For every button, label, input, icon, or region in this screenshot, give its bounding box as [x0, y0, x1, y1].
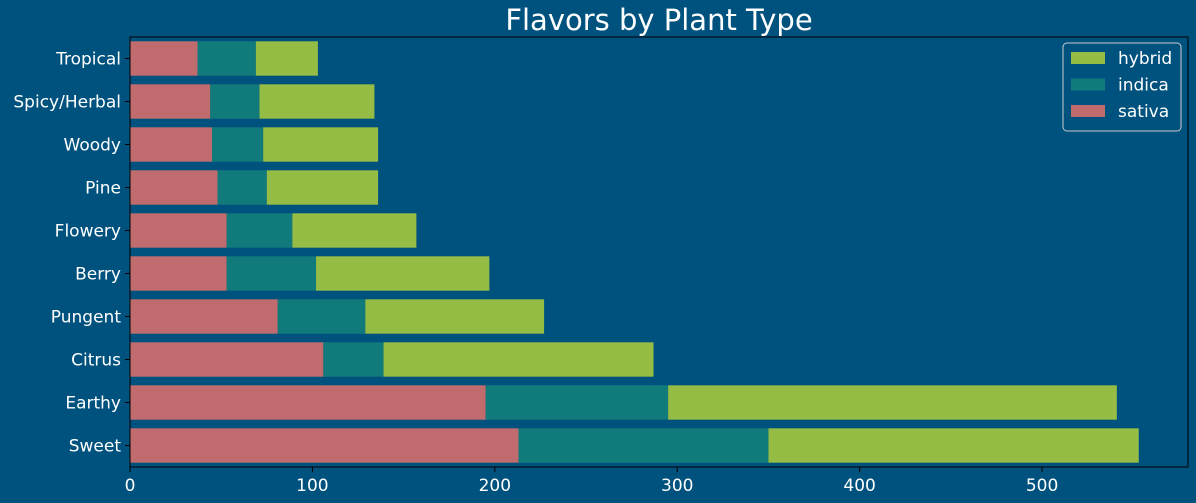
- bar-sativa-9: [130, 428, 519, 463]
- bar-hybrid-6: [365, 299, 545, 334]
- bar-sativa-5: [130, 256, 227, 291]
- plot-frame: [129, 36, 1189, 468]
- bar-indica-2: [212, 127, 264, 162]
- bar-sativa-6: [130, 299, 278, 334]
- x-axis: 0 100 200 300 400 500: [125, 467, 1058, 496]
- chart-title: Flavors by Plant Type: [505, 3, 812, 37]
- bar-indica-1: [210, 84, 260, 119]
- legend-swatch-sativa: [1071, 105, 1105, 117]
- y-axis: Tropical Spicy/Herbal Woody Pine Flowery Berr…: [13, 50, 130, 457]
- bar-hybrid-5: [316, 256, 490, 291]
- bar-indica-3: [217, 170, 267, 205]
- x-tick-label: 100: [296, 476, 328, 496]
- bar-sativa-3: [130, 170, 218, 205]
- x-tick-label: 300: [661, 476, 693, 496]
- legend-label-hybrid: hybrid: [1118, 49, 1172, 69]
- y-tick-label: Pine: [85, 179, 121, 199]
- y-tick-label: Citrus: [71, 351, 121, 371]
- bar-sativa-7: [130, 342, 324, 377]
- y-tick-label: Spicy/Herbal: [13, 93, 121, 113]
- y-tick-label: Berry: [75, 265, 121, 285]
- bar-indica-5: [226, 256, 317, 291]
- bar-hybrid-4: [292, 213, 417, 248]
- bar-hybrid-1: [259, 84, 375, 119]
- bar-sativa-4: [130, 213, 227, 248]
- bar-hybrid-0: [255, 41, 318, 76]
- y-tick-label: Pungent: [51, 308, 122, 328]
- y-tick-label: Earthy: [65, 394, 121, 414]
- x-tick-label: 200: [479, 476, 511, 496]
- legend-label-indica: indica: [1118, 76, 1169, 96]
- legend-label-sativa: sativa: [1118, 102, 1169, 122]
- bar-indica-6: [277, 299, 366, 334]
- bar-indica-8: [485, 385, 669, 420]
- bar-indica-9: [518, 428, 769, 463]
- bar-hybrid-3: [266, 170, 379, 205]
- bar-sativa-8: [130, 385, 486, 420]
- bar-indica-0: [197, 41, 256, 76]
- bar-sativa-2: [130, 127, 213, 162]
- bar-sativa-0: [130, 41, 198, 76]
- bars-layer: [130, 41, 1139, 463]
- y-tick-label: Sweet: [69, 437, 122, 457]
- bar-hybrid-2: [263, 127, 379, 162]
- x-tick-label: 500: [1026, 476, 1058, 496]
- bar-hybrid-7: [383, 342, 654, 377]
- legend-swatch-hybrid: [1071, 52, 1105, 64]
- bar-indica-4: [226, 213, 293, 248]
- x-tick-label: 400: [843, 476, 875, 496]
- y-tick-label: Flowery: [55, 222, 121, 242]
- bar-sativa-1: [130, 84, 211, 119]
- bar-indica-7: [323, 342, 384, 377]
- legend-swatch-indica: [1071, 78, 1105, 91]
- bar-hybrid-8: [668, 385, 1117, 420]
- y-tick-label: Tropical: [55, 50, 121, 70]
- y-tick-label: Woody: [64, 136, 121, 156]
- bar-hybrid-9: [768, 428, 1139, 463]
- x-tick-label: 0: [125, 476, 136, 496]
- legend: hybrid indica sativa: [1062, 42, 1182, 132]
